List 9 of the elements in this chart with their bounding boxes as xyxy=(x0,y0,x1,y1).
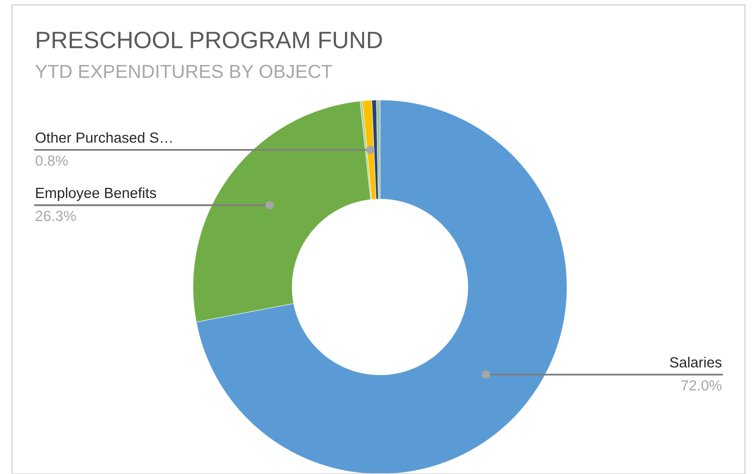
data-label: 26.3% xyxy=(36,210,76,222)
slice-label: Employee Benefits xyxy=(36,187,156,201)
chart-title: PRESCHOOL PROGRAM FUND xyxy=(36,32,382,48)
slice-label: Salaries xyxy=(670,356,722,368)
slice-label: Other Purchased S… xyxy=(36,132,172,143)
data-label: 72.0% xyxy=(681,380,722,391)
donut-slice xyxy=(196,100,568,474)
data-label: 0.8% xyxy=(36,155,68,166)
chart-subtitle: YTD EXPENDITURES BY OBJECT xyxy=(35,64,332,78)
